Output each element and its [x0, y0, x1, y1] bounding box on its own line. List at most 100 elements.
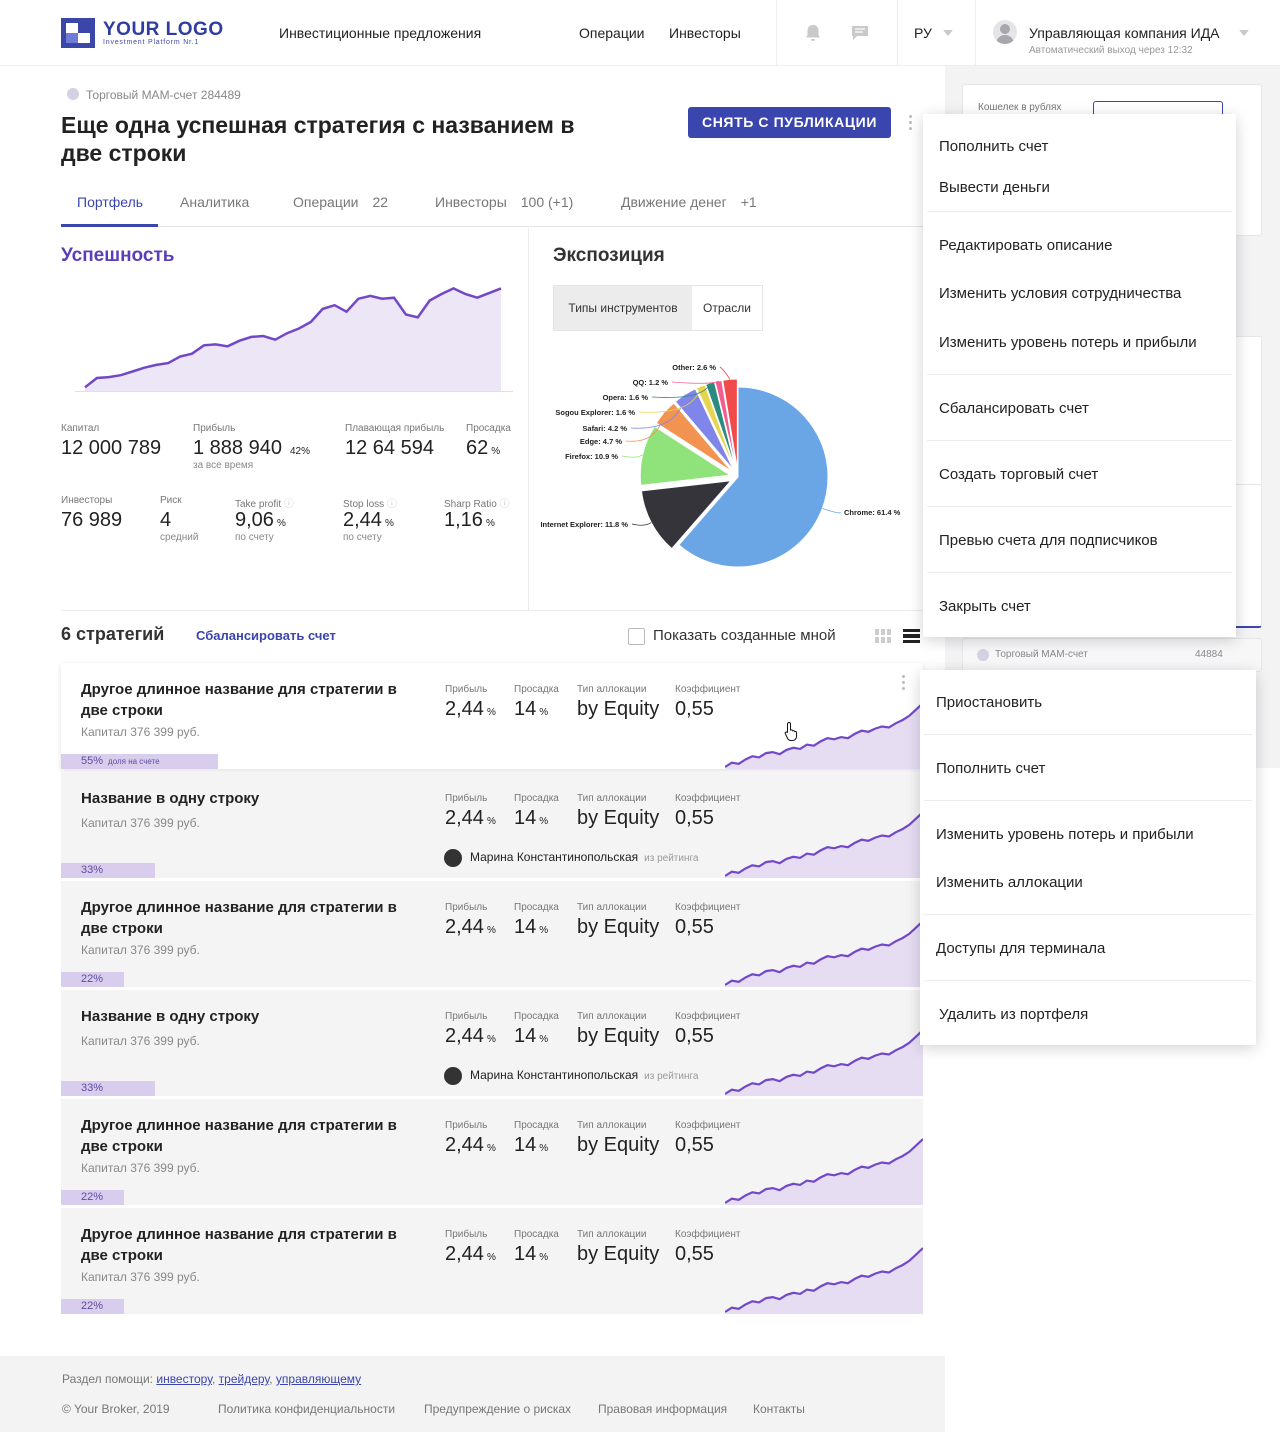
strategy-row[interactable]: Другое длинное название для стратегии в …	[61, 1208, 923, 1314]
menu-item-allocations[interactable]: Изменить аллокации	[936, 874, 1083, 891]
profit-label: Прибыль	[445, 793, 488, 804]
menu-item-edit-terms[interactable]: Изменить условия сотрудничества	[939, 285, 1182, 302]
top-header: YOUR LOGO Investment Platform Nr.1 Инвес…	[0, 0, 1280, 66]
strategy-row[interactable]: Другое длинное название для стратегии в …	[61, 1099, 923, 1205]
menu-item-pause[interactable]: Приостановить	[936, 694, 1043, 711]
logo-icon[interactable]	[61, 18, 95, 48]
strategy-context-menu: Приостановить Пополнить счет Изменить ур…	[920, 670, 1256, 1045]
strategy-row[interactable]: Название в одну строку Капитал 376 399 ру…	[61, 990, 923, 1096]
mam-account-row[interactable]: Торговый МАМ-счет 44884	[962, 638, 1262, 672]
company-name[interactable]: Управляющая компания ИДА	[1029, 25, 1220, 41]
list-view-icon[interactable]	[903, 629, 920, 643]
grid-view-icon[interactable]	[875, 629, 891, 643]
allocation-label: Тип аллокации	[577, 1011, 647, 1022]
menu-item-edit-description[interactable]: Редактировать описание	[939, 237, 1113, 254]
balance-account-link[interactable]: Сбалансировать счет	[196, 628, 336, 643]
chat-icon[interactable]	[851, 25, 869, 41]
sparkline-area	[725, 1139, 923, 1205]
pie-slice[interactable]	[714, 379, 737, 470]
avatar[interactable]	[993, 20, 1017, 44]
strategy-name[interactable]: Другое длинное название для стратегии в …	[81, 681, 397, 719]
tab-portfolio[interactable]: Портфель	[77, 194, 144, 210]
menu-item-terminal-access[interactable]: Доступы для терминала	[936, 940, 1106, 957]
share-bar: 33%	[61, 863, 155, 878]
strategy-row[interactable]: Другое длинное название для стратегии в …	[61, 663, 923, 769]
pie-label: QQ: 1.2 %	[633, 378, 669, 387]
unpublish-button[interactable]: СНЯТЬ С ПУБЛИКАЦИИ	[688, 107, 891, 138]
strategy-name[interactable]: Другое длинное название для стратегии в …	[81, 1117, 397, 1155]
strategy-sparkline	[725, 1029, 923, 1096]
help-investor-link[interactable]: инвестору	[156, 1372, 212, 1386]
tab-money-flow[interactable]: Движение денег +1	[621, 194, 757, 210]
menu-item-preview[interactable]: Превью счета для подписчиков	[939, 532, 1158, 549]
drawdown-value: 14%	[514, 1025, 549, 1047]
risks-link[interactable]: Предупреждение о рисках	[424, 1402, 572, 1416]
help-manager-link[interactable]: управляющему	[275, 1372, 362, 1386]
menu-item-withdraw[interactable]: Вывести деньги	[939, 179, 1050, 196]
strategy-more-icon[interactable]	[902, 675, 906, 693]
help-trader-link[interactable]: трейдеру	[218, 1372, 270, 1386]
capital-label: Капитал	[61, 423, 100, 434]
tab-sectors[interactable]: Отрасли	[703, 301, 751, 315]
chevron-down-icon[interactable]	[943, 30, 953, 36]
drawdown-label: Просадка	[514, 902, 559, 913]
tab-investors[interactable]: Инвесторы 100 (+1)	[435, 194, 574, 210]
drawdown-label: Просадка	[514, 1120, 559, 1131]
strategy-sparkline	[725, 811, 923, 878]
strategy-name[interactable]: Название в одну строку	[81, 790, 260, 807]
share-bar: 33%	[61, 1081, 155, 1096]
allocation-value: by Equity	[577, 1025, 660, 1047]
logo-title[interactable]: YOUR LOGO	[103, 19, 224, 40]
stop-loss-value: 2,44%	[343, 509, 394, 531]
sparkline-line	[725, 1029, 923, 1095]
sparkline-line	[725, 1138, 923, 1204]
menu-item-create-account[interactable]: Создать торговый счет	[939, 466, 1099, 483]
tab-instrument-types[interactable]: Типы инструментов	[554, 286, 692, 330]
menu-divider	[924, 800, 1252, 801]
nav-operations[interactable]: Операции	[579, 25, 645, 41]
more-options-icon[interactable]	[909, 115, 913, 133]
menu-item-balance[interactable]: Сбалансировать счет	[939, 400, 1089, 417]
profit-label: Прибыль	[445, 1011, 488, 1022]
contacts-link[interactable]: Контакты	[753, 1402, 805, 1416]
strategy-name[interactable]: Другое длинное название для стратегии в …	[81, 1226, 397, 1264]
drawdown-label: Просадка	[514, 684, 559, 695]
dollar-icon	[67, 88, 79, 100]
strategy-row[interactable]: Другое длинное название для стратегии в …	[61, 881, 923, 987]
pie-slice[interactable]	[674, 388, 735, 471]
bell-icon[interactable]	[803, 23, 823, 43]
tab-analytics[interactable]: Аналитика	[180, 194, 250, 210]
menu-item-remove[interactable]: Удалить из портфеля	[939, 1006, 1089, 1023]
menu-item-deposit[interactable]: Пополнить счет	[939, 138, 1049, 155]
sparkline-area	[725, 921, 923, 987]
coefficient-label: Коэффициент	[675, 684, 741, 695]
user-menu-chevron-icon[interactable]	[1239, 30, 1249, 36]
strategy-author[interactable]: Марина Константинопольская из рейтинга	[444, 848, 698, 867]
strategy-name[interactable]: Название в одну строку	[81, 1008, 260, 1025]
allocation-value: by Equity	[577, 807, 660, 829]
strategy-author[interactable]: Марина Константинопольская из рейтинга	[444, 1066, 698, 1085]
page-title: Еще одна успешная стратегия с названием …	[61, 112, 575, 166]
section-divider	[61, 610, 923, 611]
tab-operations[interactable]: Операции 22	[293, 194, 389, 210]
pie-slice[interactable]	[640, 480, 733, 550]
pie-label: Chrome: 61.4 %	[844, 508, 901, 517]
language-selector[interactable]: РУ	[914, 25, 932, 41]
legal-link[interactable]: Правовая информация	[598, 1402, 728, 1416]
nav-investors[interactable]: Инвесторы	[669, 25, 741, 41]
menu-item-topup[interactable]: Пополнить счет	[936, 760, 1046, 777]
strategy-row[interactable]: Название в одну строку Капитал 376 399 ру…	[61, 772, 923, 878]
profit-label: Прибыль	[445, 1120, 488, 1131]
nav-offers[interactable]: Инвестиционные предложения	[279, 25, 482, 41]
stop-loss-sub: по счету	[343, 532, 382, 543]
pie-slice[interactable]	[722, 378, 738, 470]
show-mine-checkbox[interactable]	[628, 628, 645, 645]
coefficient-value: 0,55	[675, 916, 714, 938]
menu-item-close-account[interactable]: Закрыть счет	[939, 598, 1031, 615]
share-bar: 22%	[61, 1190, 124, 1205]
privacy-link[interactable]: Политика конфиденциальности	[218, 1402, 396, 1416]
menu-item-loss-profit[interactable]: Изменить уровень потерь и прибыли	[936, 826, 1194, 843]
menu-item-edit-loss-profit[interactable]: Изменить уровень потерь и прибыли	[939, 334, 1197, 351]
copyright: © Your Broker, 2019	[62, 1402, 170, 1416]
strategy-name[interactable]: Другое длинное название для стратегии в …	[81, 899, 397, 937]
